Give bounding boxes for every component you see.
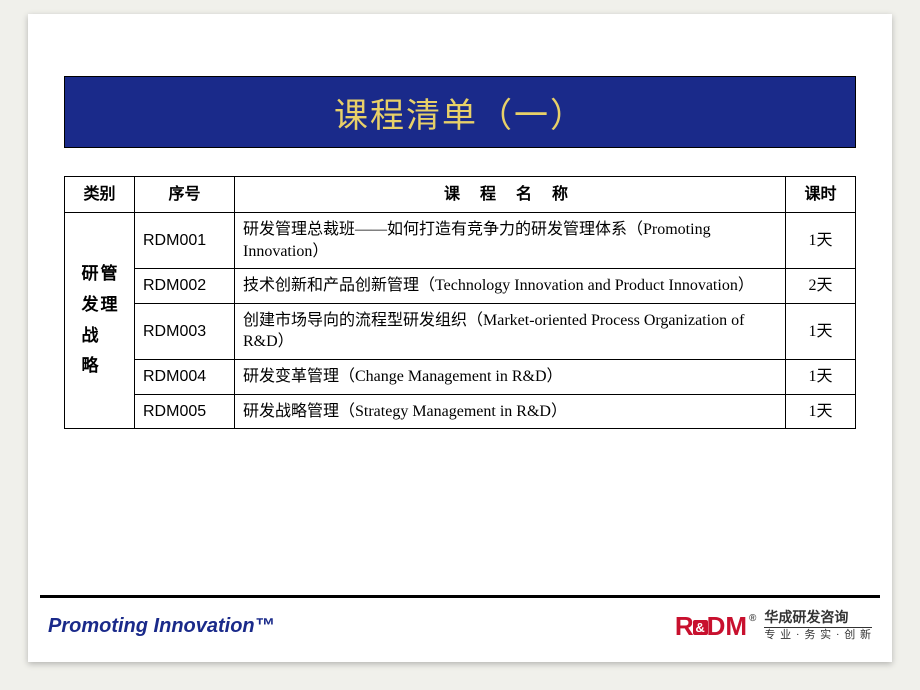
course-code: RDM003 xyxy=(135,303,235,359)
slide-title-bar: 课程清单（一） xyxy=(64,76,856,148)
course-code: RDM002 xyxy=(135,269,235,304)
rdm-logo-icon: R&DM® xyxy=(675,613,757,639)
table-row: RDM003 创建市场导向的流程型研发组织（Market-oriented Pr… xyxy=(65,303,856,359)
table-row: 研发战略管理 RDM001 研发管理总裁班——如何打造有竞争力的研发管理体系（P… xyxy=(65,213,856,269)
course-code: RDM001 xyxy=(135,213,235,269)
course-hours: 1天 xyxy=(786,303,856,359)
logo-amp: & xyxy=(693,620,708,635)
course-hours: 1天 xyxy=(786,213,856,269)
company-divider xyxy=(764,627,872,628)
company-motto: 专 业 · 务 实 · 创 新 xyxy=(764,629,872,641)
course-hours: 1天 xyxy=(786,394,856,429)
course-name: 研发变革管理（Change Management in R&D） xyxy=(235,359,786,394)
slide-title: 课程清单（一） xyxy=(334,88,586,137)
course-name: 技术创新和产品创新管理（Technology Innovation and Pr… xyxy=(235,269,786,304)
course-table: 类别 序号 课 程 名 称 课时 研发战略管理 RDM001 研发管理总裁班——… xyxy=(64,176,856,429)
company-name-cn: 华成研发咨询 xyxy=(764,611,872,626)
course-hours: 2天 xyxy=(786,269,856,304)
footer: Promoting Innovation™ R&DM® 华成研发咨询 专 业 ·… xyxy=(40,604,880,648)
header-category: 类别 xyxy=(65,177,135,213)
category-text-1: 研发战略 xyxy=(82,259,99,381)
category-text-2: 管理 xyxy=(101,259,118,320)
logo-registered: ® xyxy=(749,613,756,624)
course-hours: 1天 xyxy=(786,359,856,394)
header-hours: 课时 xyxy=(786,177,856,213)
footer-divider xyxy=(40,595,880,598)
course-name: 创建市场导向的流程型研发组织（Market-oriented Process O… xyxy=(235,303,786,359)
logo-r: R xyxy=(675,611,694,641)
header-code: 序号 xyxy=(135,177,235,213)
footer-tagline: Promoting Innovation™ xyxy=(40,615,275,638)
slide: 课程清单（一） 类别 序号 课 程 名 称 课时 研发战略管理 RDM001 研… xyxy=(28,14,892,662)
course-code: RDM004 xyxy=(135,359,235,394)
logo-dm: DM xyxy=(707,611,747,641)
header-name: 课 程 名 称 xyxy=(235,177,786,213)
logo-block: R&DM® 华成研发咨询 专 业 · 务 实 · 创 新 xyxy=(675,611,880,641)
course-name: 研发战略管理（Strategy Management in R&D） xyxy=(235,394,786,429)
course-name: 研发管理总裁班——如何打造有竞争力的研发管理体系（Promoting Innov… xyxy=(235,213,786,269)
table-row: RDM005 研发战略管理（Strategy Management in R&D… xyxy=(65,394,856,429)
category-cell: 研发战略管理 xyxy=(65,213,135,429)
table-row: RDM004 研发变革管理（Change Management in R&D） … xyxy=(65,359,856,394)
table-row: RDM002 技术创新和产品创新管理（Technology Innovation… xyxy=(65,269,856,304)
course-code: RDM005 xyxy=(135,394,235,429)
table-header-row: 类别 序号 课 程 名 称 课时 xyxy=(65,177,856,213)
company-text: 华成研发咨询 专 业 · 务 实 · 创 新 xyxy=(764,611,872,641)
